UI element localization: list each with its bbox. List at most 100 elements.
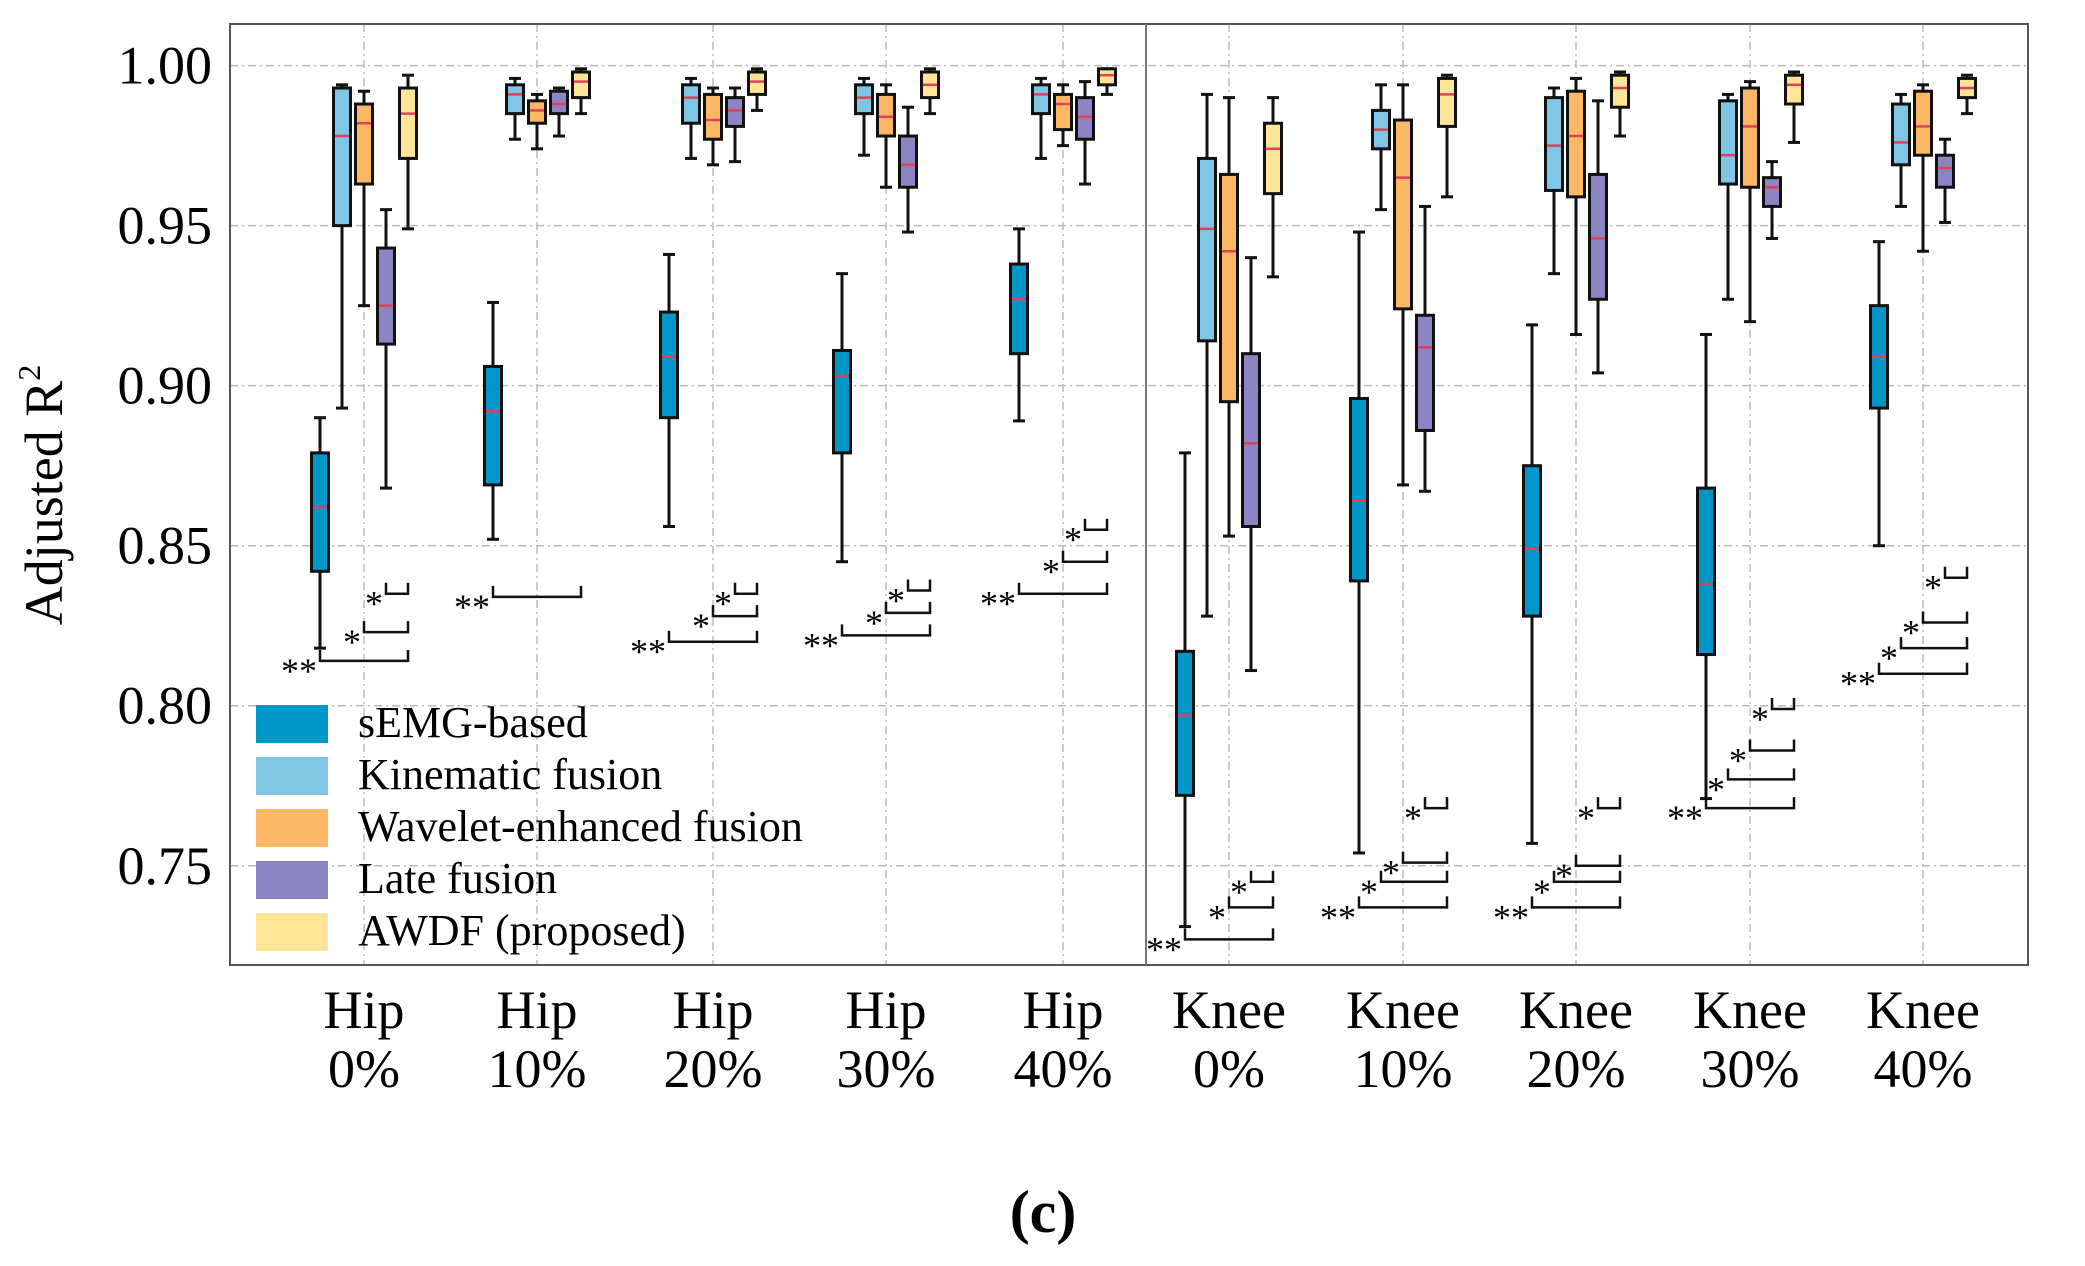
significance-label: *	[714, 584, 732, 624]
box-iqr	[1219, 172, 1239, 404]
box-wavelet-enhanced-fusion	[703, 86, 723, 167]
box-awdf-proposed-	[747, 67, 767, 112]
box-iqr	[1175, 649, 1195, 797]
box-late-fusion	[376, 208, 396, 490]
significance-label: *	[1902, 613, 1920, 653]
box-late-fusion	[1415, 204, 1435, 493]
box-iqr	[854, 83, 874, 116]
x-tick-label-load: 30%	[837, 1039, 936, 1099]
box-iqr	[354, 102, 374, 186]
box-iqr	[1349, 396, 1369, 583]
box-semg-based	[1696, 332, 1716, 801]
box-semg-based	[310, 416, 330, 650]
significance-label: **	[454, 587, 490, 627]
box-awdf-proposed-	[1610, 70, 1630, 138]
box-iqr	[1031, 83, 1051, 116]
x-tick-label-joint: Hip	[324, 980, 405, 1040]
box-kinematic-fusion	[1031, 76, 1051, 160]
box-kinematic-fusion	[1371, 83, 1391, 212]
significance-bracket	[1423, 797, 1449, 810]
legend-swatch	[256, 861, 328, 899]
plot-frame	[229, 23, 2029, 966]
box-late-fusion	[549, 86, 569, 138]
box-iqr	[876, 92, 896, 138]
significance-bracket	[1357, 896, 1449, 909]
significance-bracket	[884, 601, 932, 615]
box-iqr	[1522, 464, 1542, 618]
box-iqr	[747, 70, 767, 96]
box-iqr	[832, 348, 852, 455]
significance-bracket	[840, 624, 932, 637]
box-awdf-proposed-	[1957, 73, 1977, 116]
box-iqr	[1566, 89, 1586, 199]
box-awdf-proposed-	[1263, 96, 1283, 279]
significance-label: *	[1880, 638, 1898, 678]
significance-label: *	[1924, 568, 1942, 608]
box-iqr	[1393, 118, 1413, 311]
x-tick-label-joint: Knee	[1519, 980, 1633, 1040]
significance-label: *	[887, 581, 905, 621]
box-semg-based	[1869, 240, 1889, 548]
box-iqr	[1544, 96, 1564, 192]
significance-bracket	[1552, 870, 1622, 884]
significance-bracket	[711, 605, 759, 618]
significance-label: *	[1208, 897, 1226, 937]
legend-label: sEMG-based	[358, 698, 588, 747]
box-wavelet-enhanced-fusion	[1053, 83, 1073, 148]
significance-bracket	[1726, 768, 1796, 781]
significance-bracket	[1017, 582, 1109, 595]
box-semg-based	[483, 300, 503, 541]
x-tick-label-load: 20%	[1527, 1039, 1626, 1099]
boxes	[310, 67, 1977, 929]
y-tick-label: 0.75	[118, 836, 213, 896]
box-awdf-proposed-	[398, 73, 418, 231]
box-iqr	[703, 92, 723, 141]
significance-label: *	[1555, 856, 1573, 896]
x-tick-label-joint: Knee	[1693, 980, 1807, 1040]
x-tick-label-joint: Hip	[1023, 980, 1104, 1040]
box-iqr	[505, 83, 525, 116]
significance-bracket	[1899, 637, 1969, 650]
legend-swatch	[256, 809, 328, 847]
box-kinematic-fusion	[505, 76, 525, 141]
box-late-fusion	[1075, 80, 1095, 186]
box-iqr	[527, 99, 547, 125]
significance-label: *	[1707, 769, 1725, 809]
box-late-fusion	[1935, 137, 1955, 224]
box-awdf-proposed-	[1097, 67, 1117, 96]
box-iqr	[549, 89, 569, 116]
x-tick-label-joint: Knee	[1172, 980, 1286, 1040]
box-iqr	[1784, 73, 1804, 106]
x-tick-label-load: 0%	[328, 1039, 400, 1099]
significance-label: **	[630, 632, 666, 672]
significance-bracket	[1401, 851, 1449, 864]
box-iqr	[1740, 86, 1760, 189]
box-iqr	[1718, 99, 1738, 186]
significance-bracket	[384, 582, 410, 595]
box-iqr	[1263, 121, 1283, 196]
box-semg-based	[1522, 323, 1542, 845]
significance-label: **	[1493, 897, 1529, 937]
box-wavelet-enhanced-fusion	[876, 83, 896, 189]
x-tick-label-load: 10%	[1354, 1039, 1453, 1099]
x-tick-label-joint: Hip	[846, 980, 927, 1040]
box-iqr	[1935, 153, 1955, 189]
box-semg-based	[832, 272, 852, 564]
significance-bracket	[362, 621, 410, 634]
box-kinematic-fusion	[1197, 92, 1217, 618]
box-iqr	[725, 96, 745, 128]
significance-label: **	[1320, 897, 1356, 937]
significance-bracket	[1183, 928, 1275, 941]
box-wavelet-enhanced-fusion	[1219, 96, 1239, 538]
significance-label: *	[1382, 853, 1400, 893]
significance-bracket	[733, 582, 759, 595]
significance-label: *	[1577, 798, 1595, 838]
box-kinematic-fusion	[681, 76, 701, 160]
y-axis-ticks: 1.00 0.95 0.90 0.85 0.80 0.75	[118, 36, 213, 896]
x-tick-label-load: 30%	[1701, 1039, 1800, 1099]
significance-label: *	[365, 584, 383, 624]
legend-label: Late fusion	[358, 854, 557, 903]
legend-label: Wavelet-enhanced fusion	[358, 802, 803, 851]
significance-label: *	[1042, 552, 1060, 592]
